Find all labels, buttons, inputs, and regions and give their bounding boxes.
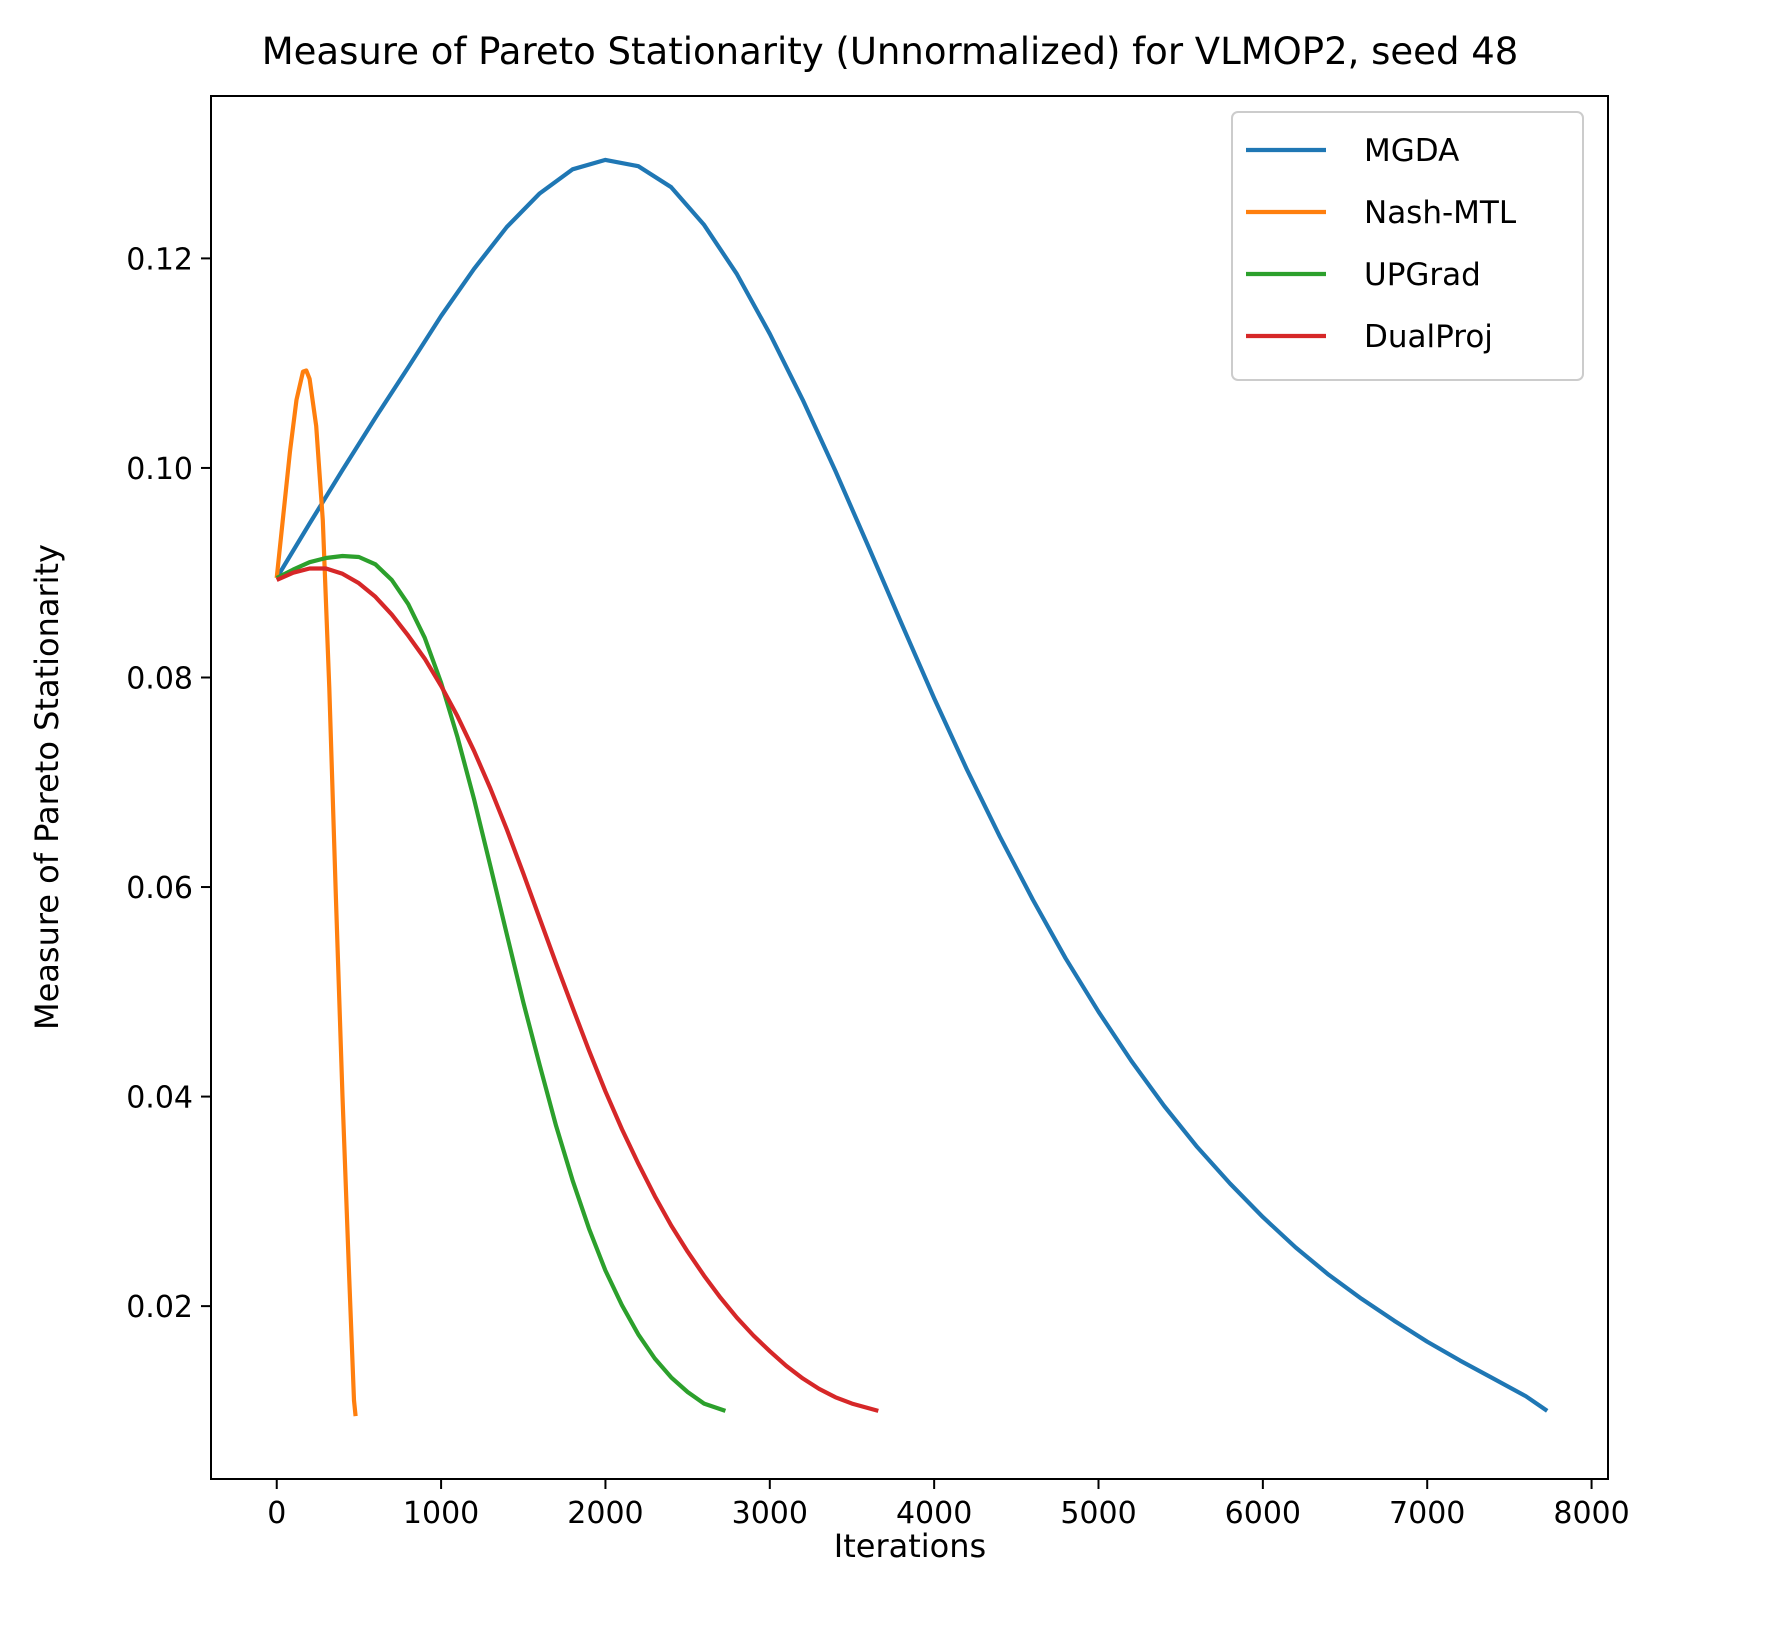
x-tick-label: 2000 xyxy=(567,1496,643,1531)
x-tick-label: 7000 xyxy=(1389,1496,1465,1531)
y-tick-label: 0.08 xyxy=(126,661,193,696)
series-line-mgda xyxy=(274,157,1549,1413)
x-tick-label: 1000 xyxy=(403,1496,479,1531)
legend-label: UPGrad xyxy=(1364,257,1481,293)
y-axis-label: Measure of Pareto Stationarity xyxy=(28,544,66,1030)
legend-label: Nash-MTL xyxy=(1364,195,1517,231)
legend: MGDA Nash-MTL UPGrad DualProj xyxy=(1231,111,1584,381)
y-tick-label: 0.06 xyxy=(126,871,193,906)
x-tick-label: 4000 xyxy=(896,1496,972,1531)
legend-label: DualProj xyxy=(1364,319,1493,355)
x-tick-label: 6000 xyxy=(1225,1496,1301,1531)
x-axis: 0 1000 2000 3000 4000 5000 6000 7000 8000 xyxy=(267,1479,1630,1531)
legend-label: MGDA xyxy=(1364,133,1459,169)
y-tick-label: 0.04 xyxy=(126,1081,193,1116)
y-axis: 0.02 0.04 0.06 0.08 0.10 0.12 xyxy=(126,242,211,1325)
plot-frame xyxy=(210,95,1609,1480)
plot-area xyxy=(274,157,1549,1417)
series-line-dualproj xyxy=(275,566,879,1413)
series-line-upgrad xyxy=(275,553,727,1413)
legend-box xyxy=(1231,111,1584,381)
series-line-nash-mtl xyxy=(274,368,358,1417)
x-tick-label: 3000 xyxy=(732,1496,808,1531)
y-tick-label: 0.12 xyxy=(126,242,193,277)
x-axis-label: Iterations xyxy=(834,1527,986,1565)
y-tick-label: 0.02 xyxy=(126,1290,193,1325)
x-tick-label: 8000 xyxy=(1553,1496,1629,1531)
x-tick-label: 5000 xyxy=(1060,1496,1136,1531)
x-tick-label: 0 xyxy=(267,1496,286,1531)
y-tick-label: 0.10 xyxy=(126,452,193,487)
chart-title: Measure of Pareto Stationarity (Unnormal… xyxy=(262,30,1519,73)
